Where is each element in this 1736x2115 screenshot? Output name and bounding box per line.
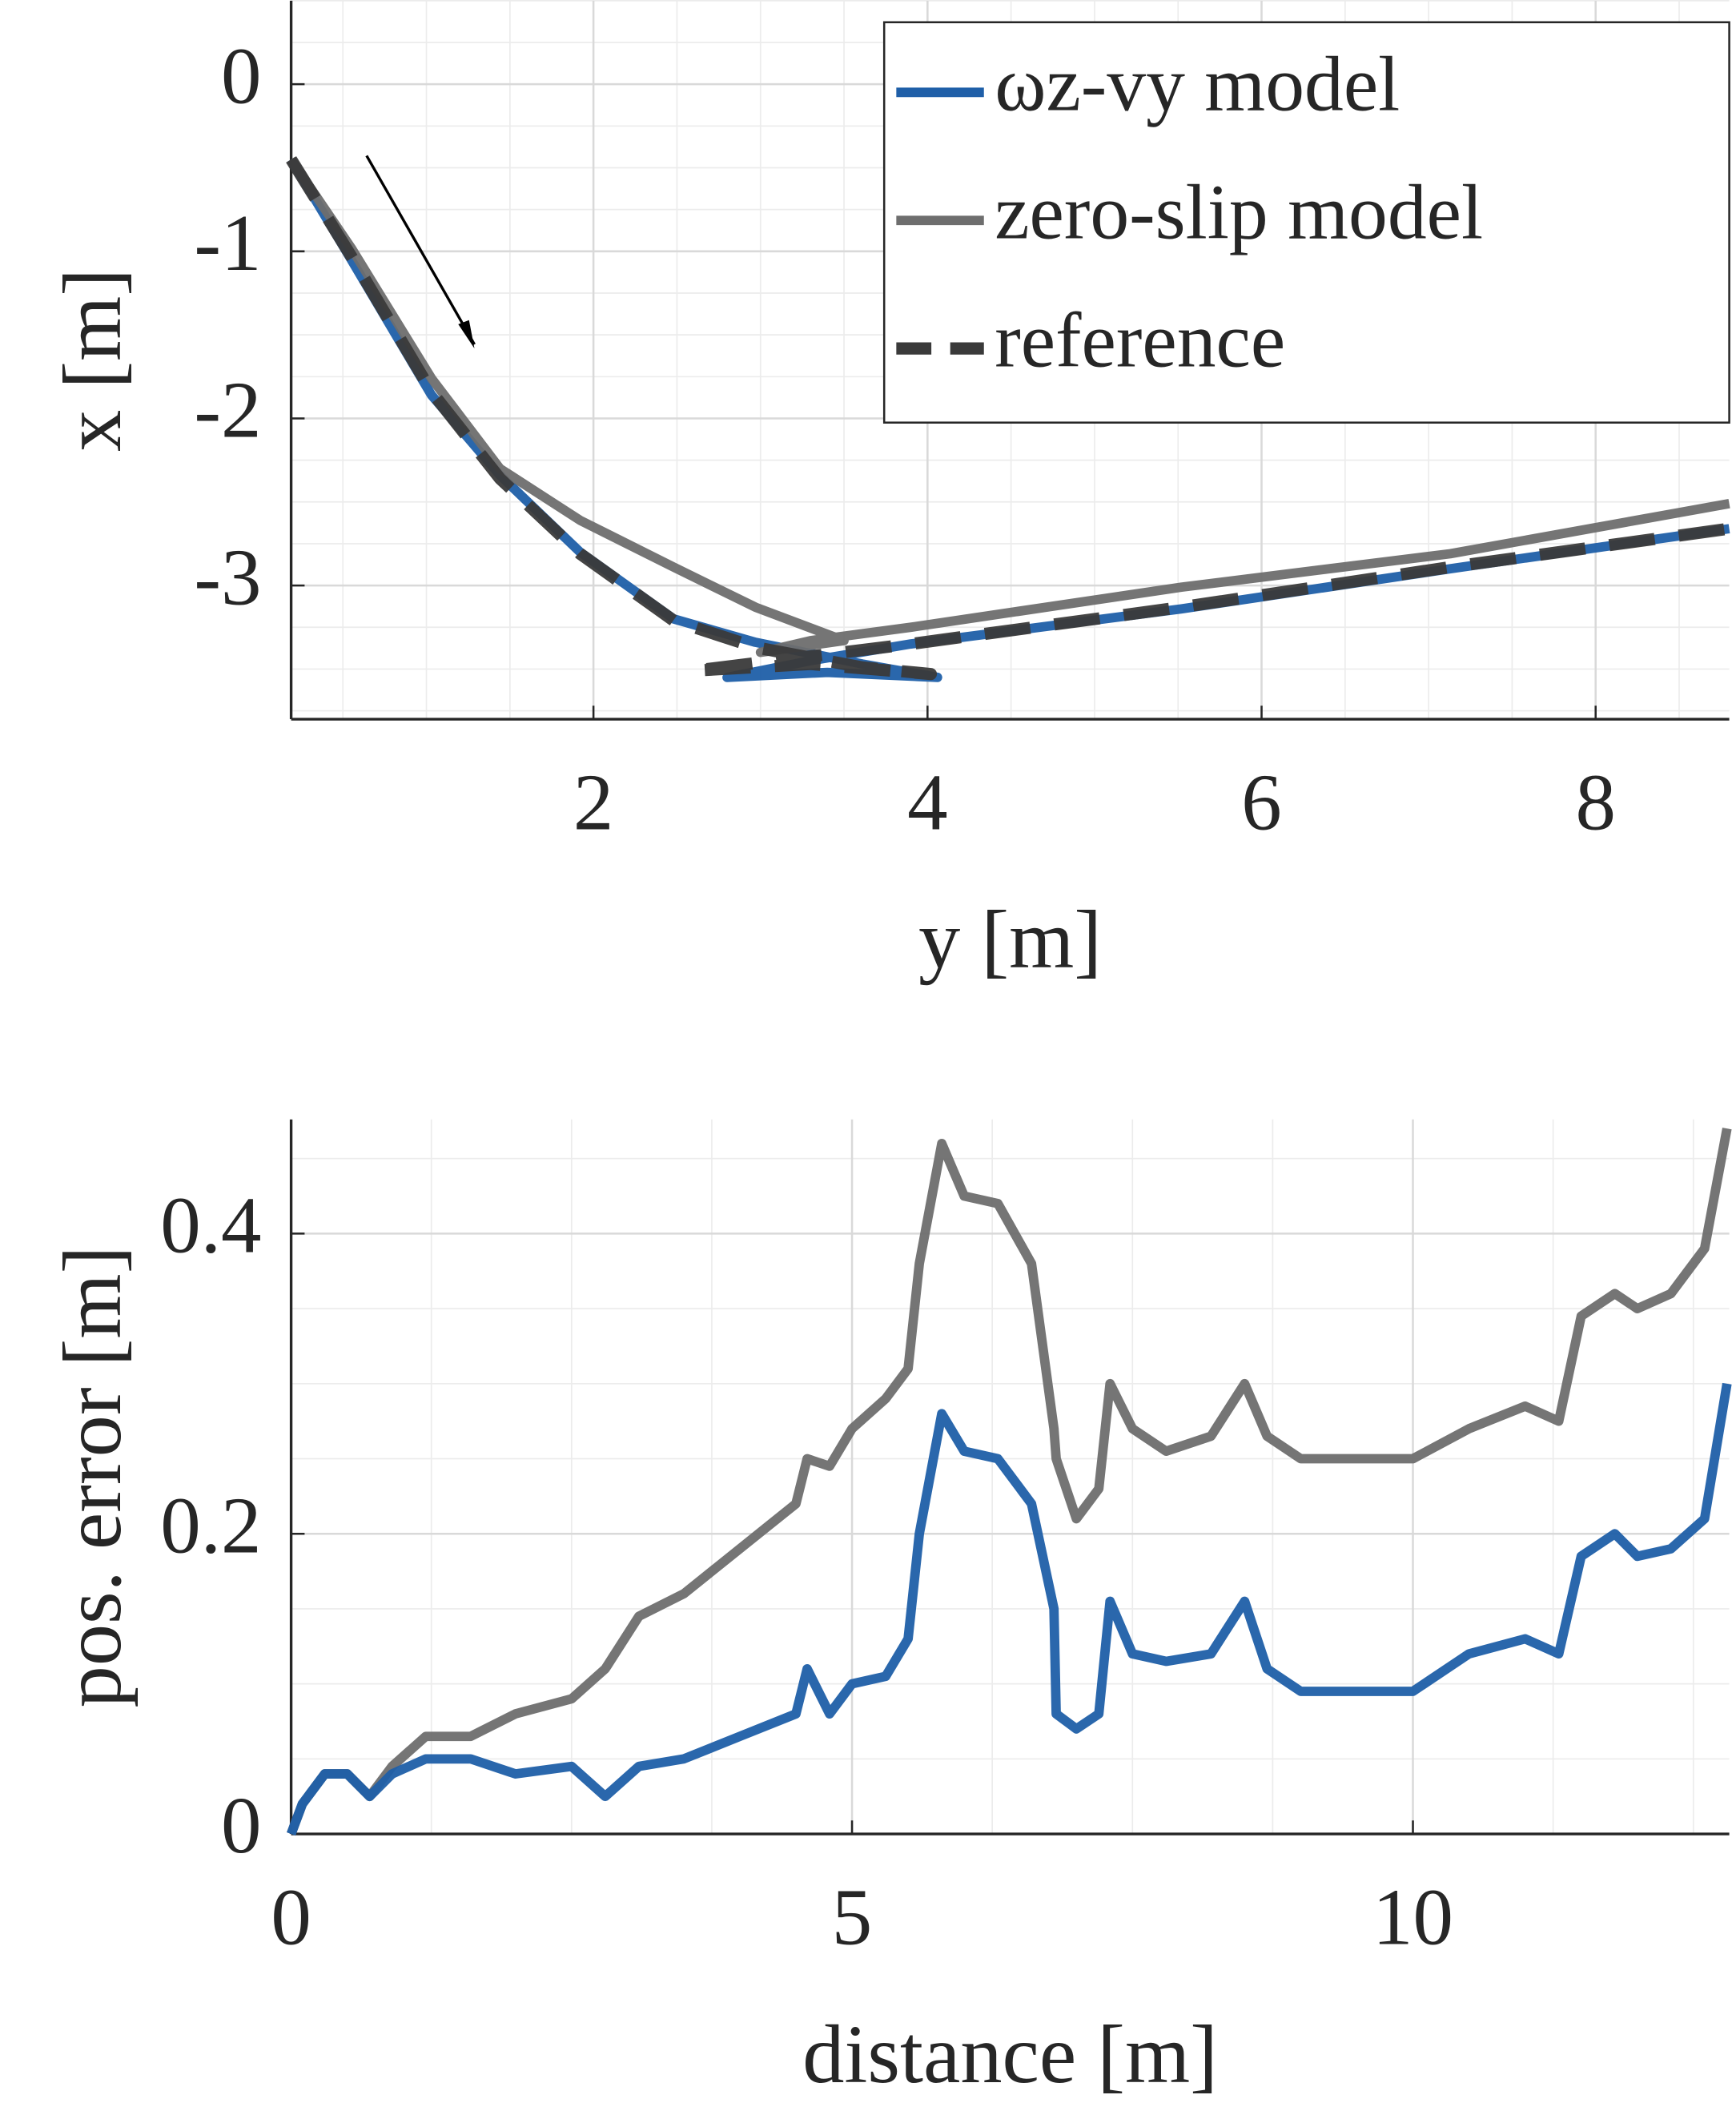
y-tick-label: 0.4 xyxy=(160,1180,261,1270)
legend-label: ωz-vy model xyxy=(995,42,1400,128)
y-axis-label: x [m] xyxy=(46,268,139,452)
y-axis-label: pos. error [m] xyxy=(46,1246,139,1708)
x-tick-label: 4 xyxy=(907,758,948,847)
x-tick-label: 10 xyxy=(1372,1872,1453,1962)
direction-arrow xyxy=(365,155,476,345)
y-tick-label: 0 xyxy=(221,1780,262,1870)
series-line xyxy=(287,1382,1732,1836)
x-tick-label: 5 xyxy=(832,1872,873,1962)
x-tick-label: 8 xyxy=(1575,758,1615,847)
y-tick-label: -1 xyxy=(194,198,261,287)
legend-label: zero-slip model xyxy=(995,170,1483,256)
x-tick-label: 6 xyxy=(1241,758,1282,847)
legend-label: reference xyxy=(995,298,1285,384)
x-tick-label: 0 xyxy=(271,1872,311,1962)
series-line xyxy=(287,1128,1732,1836)
series-line xyxy=(287,156,1730,657)
x-tick-label: 2 xyxy=(573,758,614,847)
y-tick-label: 0.2 xyxy=(160,1480,261,1570)
y-tick-label: -3 xyxy=(194,532,261,621)
y-tick-label: -2 xyxy=(194,365,261,455)
x-axis-label: distance [m] xyxy=(802,2008,1218,2101)
x-axis-label: y [m] xyxy=(918,893,1102,986)
y-tick-label: 0 xyxy=(221,30,262,120)
series-line xyxy=(286,156,1730,681)
legend-box xyxy=(882,21,1730,424)
series-line xyxy=(287,157,1730,682)
